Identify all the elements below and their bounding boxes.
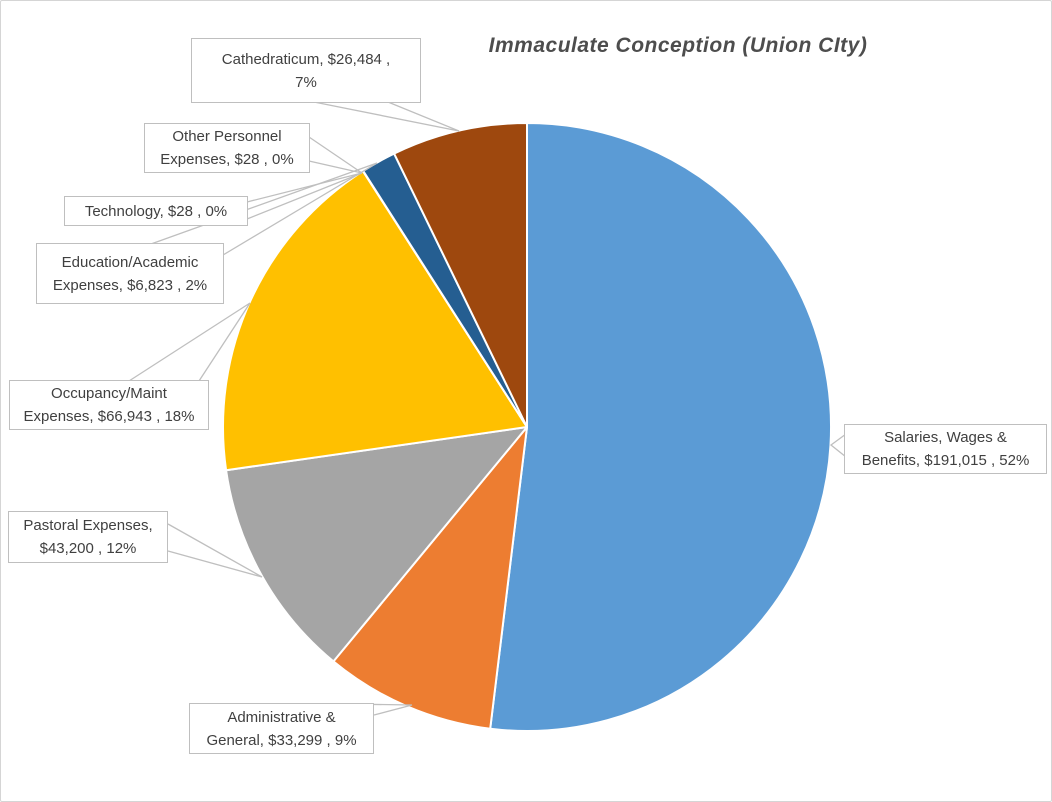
data-label-technology: Technology, $28 , 0%	[64, 196, 248, 226]
data-label-line: Technology, $28 , 0%	[84, 202, 228, 220]
data-label-line: Other Personnel	[172, 128, 282, 145]
data-label-line: 7%	[295, 73, 317, 91]
pie-slice-pastoral-expenses	[225, 426, 528, 663]
data-label-line: Expenses, $6,823 , 2%	[52, 276, 208, 294]
data-label-line: Salaries, Wages &	[884, 429, 1007, 446]
data-label-salaries-wages-benefits: Salaries, Wages & Benefits, $191,015 , 52…	[844, 424, 1047, 474]
pie-slice-salaries-wages-benefits	[489, 122, 833, 732]
leader-line-other-personnel-expenses	[308, 136, 363, 174]
leader-line-pastoral-expenses	[167, 523, 263, 578]
data-label-line: Benefits, $191,015 , 52%	[861, 452, 1030, 469]
chart-title: Immaculate Conception (Union CIty)	[488, 34, 868, 57]
data-label-occupancy-maint-expenses: Occupancy/Maint Expenses, $66,943 , 18%	[9, 380, 209, 430]
data-label-cathedraticum: Cathedraticum, $26,484 , 7%	[191, 38, 421, 103]
data-label-line: $43,200 , 12%	[39, 540, 137, 557]
data-label-line: Expenses, $66,943 , 18%	[23, 408, 195, 425]
data-label-pastoral-expenses: Pastoral Expenses, $43,200 , 12%	[8, 511, 168, 563]
data-label-line: Administrative &	[227, 708, 336, 726]
data-label-administrative-general: Administrative & General, $33,299 , 9%	[189, 703, 374, 754]
data-label-line: General, $33,299 , 9%	[206, 731, 357, 749]
data-label-education-academic-expenses: Education/Academic Expenses, $6,823 , 2%	[36, 243, 224, 304]
data-label-line: Expenses, $28 , 0%	[160, 151, 294, 168]
leader-line-cathedraticum	[313, 101, 460, 132]
data-label-line: Occupancy/Maint	[51, 385, 167, 402]
data-label-line: Education/Academic	[61, 253, 199, 271]
pie-slice-occupancy-maint-expenses	[222, 170, 528, 472]
pie-slices-group	[222, 122, 833, 732]
leader-line-salaries-wages-benefits	[829, 433, 847, 458]
data-label-line: Pastoral Expenses,	[23, 517, 153, 534]
leader-line-occupancy-maint-expenses	[128, 302, 251, 382]
data-label-line: Cathedraticum, $26,484 ,	[221, 50, 391, 68]
data-label-other-personnel-expenses: Other Personnel Expenses, $28 , 0%	[144, 123, 310, 173]
